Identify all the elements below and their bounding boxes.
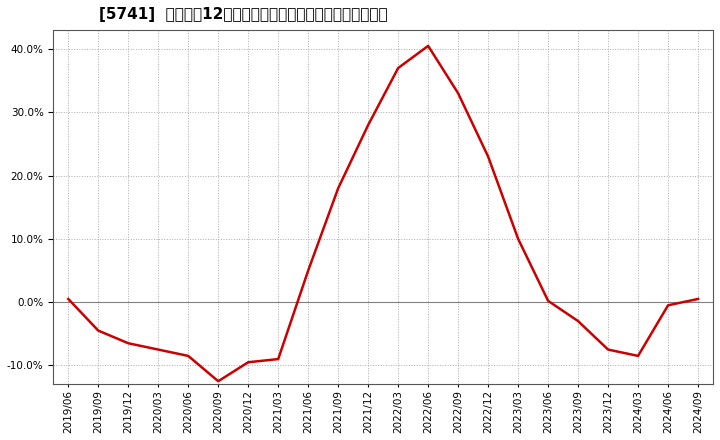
Text: [5741]  売上高の12か月移動合計の対前年同期増減率の推移: [5741] 売上高の12か月移動合計の対前年同期増減率の推移 <box>99 7 388 22</box>
